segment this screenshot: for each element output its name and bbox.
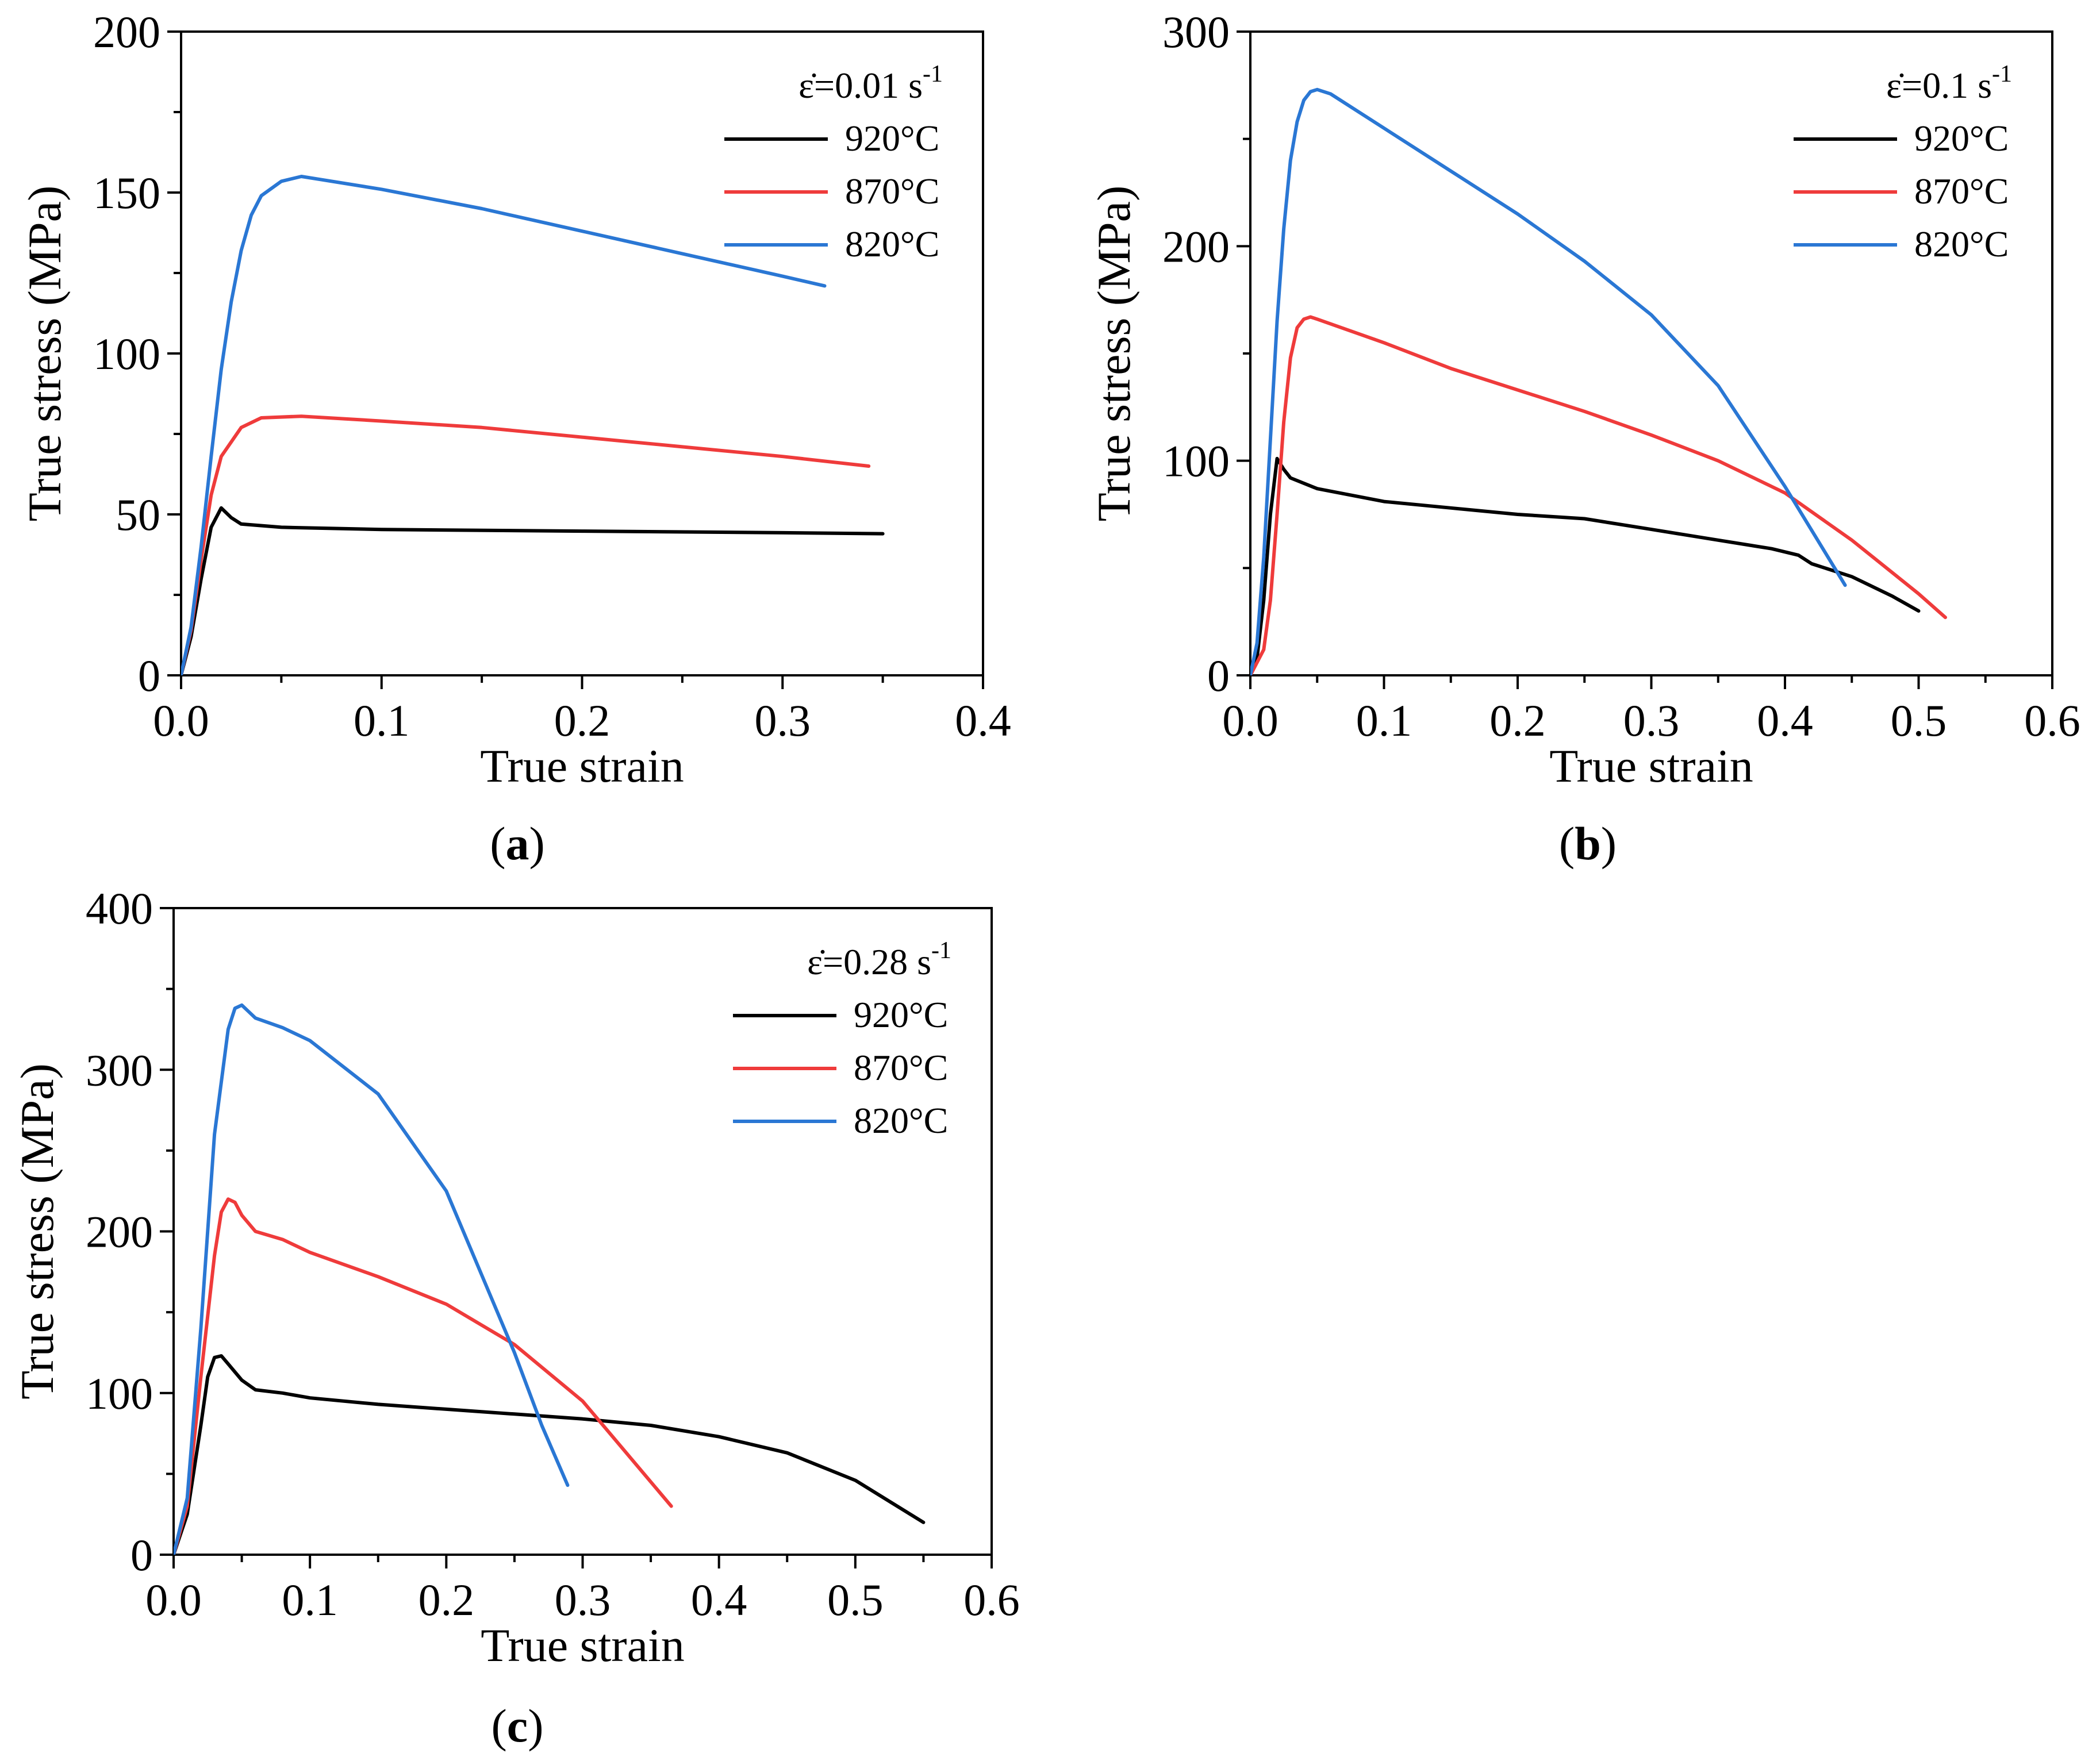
pb-y-tick-label: 0: [1207, 651, 1230, 701]
caption-a-letter: a: [506, 817, 529, 870]
pc-y-axis-title: True stress (MPa): [11, 1063, 63, 1400]
pa-x-tick-label: 0.2: [554, 695, 611, 745]
pb-series-870c-line: [1250, 315, 1947, 675]
caption-b: (b): [1559, 817, 1617, 870]
pb-x-tick-label: 0.0: [1222, 695, 1279, 745]
pb-legend-label: 820°C: [1914, 224, 2009, 264]
pb-legend-label: 870°C: [1914, 171, 2009, 212]
caption-c-letter: c: [507, 1700, 528, 1752]
pc-y-tick-label: 200: [86, 1207, 153, 1257]
pb-y-tick-label: 200: [1162, 221, 1230, 271]
pa-x-axis-title: True strain: [480, 740, 684, 792]
pb-y-tick-label: 100: [1162, 436, 1230, 486]
pc-legend-label: 920°C: [854, 994, 948, 1035]
pa-x-tick-label: 0.0: [153, 695, 209, 745]
pa-y-tick-label: 100: [93, 329, 160, 379]
pc-y-tick-label: 0: [130, 1530, 153, 1580]
pb-series-820c-line: [1250, 87, 1847, 675]
pa-y-axis-title: True stress (MPa): [18, 186, 71, 522]
pc-x-tick-label: 0.1: [282, 1575, 338, 1625]
pa-x-tick-label: 0.4: [955, 695, 1011, 745]
pa-x-tick-label: 0.3: [755, 695, 811, 745]
pc-y-tick-label: 300: [86, 1045, 153, 1095]
caption-c: (c): [491, 1700, 543, 1752]
pc-legend-label: 820°C: [854, 1100, 948, 1141]
pa-series-920c-line: [181, 506, 885, 675]
pa-y-tick-label: 150: [93, 168, 160, 218]
pa-legend-title: ε̇=0.01 s-1: [798, 61, 943, 106]
pa-y-tick-label: 50: [116, 490, 160, 540]
pa-y-tick-label: 0: [138, 651, 160, 701]
pb-y-axis-title: True stress (MPa): [1088, 186, 1140, 522]
pc-legend-title: ε̇=0.28 s-1: [807, 937, 951, 982]
pc-legend-label: 870°C: [854, 1047, 948, 1088]
pc-y-tick-label: 400: [86, 883, 153, 933]
pc-series-920c-line: [174, 1354, 926, 1555]
caption-a: (a): [490, 817, 545, 870]
pb-x-tick-label: 0.1: [1356, 695, 1412, 745]
pa-series-820c-line: [181, 175, 827, 675]
pb-x-tick-label: 0.2: [1489, 695, 1546, 745]
pc-x-tick-label: 0.0: [145, 1575, 202, 1625]
panel-c: (c) 0.0 0.1 0.2 0.3 0.4 0.5 0.6 0 100 200 300 400 Tr…: [11, 883, 1020, 1752]
pa-y-tick-label: 200: [93, 7, 160, 57]
pb-x-axis-title: True strain: [1549, 740, 1753, 792]
pb-legend-title: ε̇=0.1 s-1: [1886, 61, 2012, 106]
pc-x-axis-title: True strain: [481, 1619, 685, 1671]
pb-x-tick-label: 0.5: [1891, 695, 1947, 745]
pc-x-tick-label: 0.2: [419, 1575, 475, 1625]
pc-x-tick-label: 0.3: [555, 1575, 611, 1625]
pc-x-tick-label: 0.6: [963, 1575, 1020, 1625]
pb-y-tick-label: 300: [1162, 7, 1230, 57]
pa-series-870c-line: [181, 414, 871, 675]
pa-legend-label: 820°C: [845, 224, 939, 264]
pb-x-tick-label: 0.6: [2024, 695, 2080, 745]
pb-series-920c-line: [1250, 456, 1921, 675]
pb-x-tick-label: 0.4: [1757, 695, 1813, 745]
pb-legend-label: 920°C: [1914, 118, 2009, 159]
pc-series-870c-line: [174, 1197, 673, 1555]
pc-x-tick-label: 0.4: [691, 1575, 747, 1625]
panel-b: (b) 0.0 0.1 0.2 0.3 0.4 0.5 0.6 0 100 200 300 True …: [1088, 7, 2080, 870]
pa-x-tick-label: 0.1: [354, 695, 410, 745]
panel-a: (a) 0.0 0.1 0.2 0.3 0.4 0 50 100 150 200 True stra…: [18, 7, 1011, 870]
pc-x-tick-label: 0.5: [827, 1575, 884, 1625]
caption-b-letter: b: [1575, 817, 1601, 870]
pc-series-820c-line: [174, 1003, 570, 1555]
pa-legend-label: 870°C: [845, 171, 939, 212]
pc-y-tick-label: 100: [86, 1368, 153, 1418]
pa-legend-label: 920°C: [845, 118, 939, 159]
pb-x-tick-label: 0.3: [1623, 695, 1680, 745]
